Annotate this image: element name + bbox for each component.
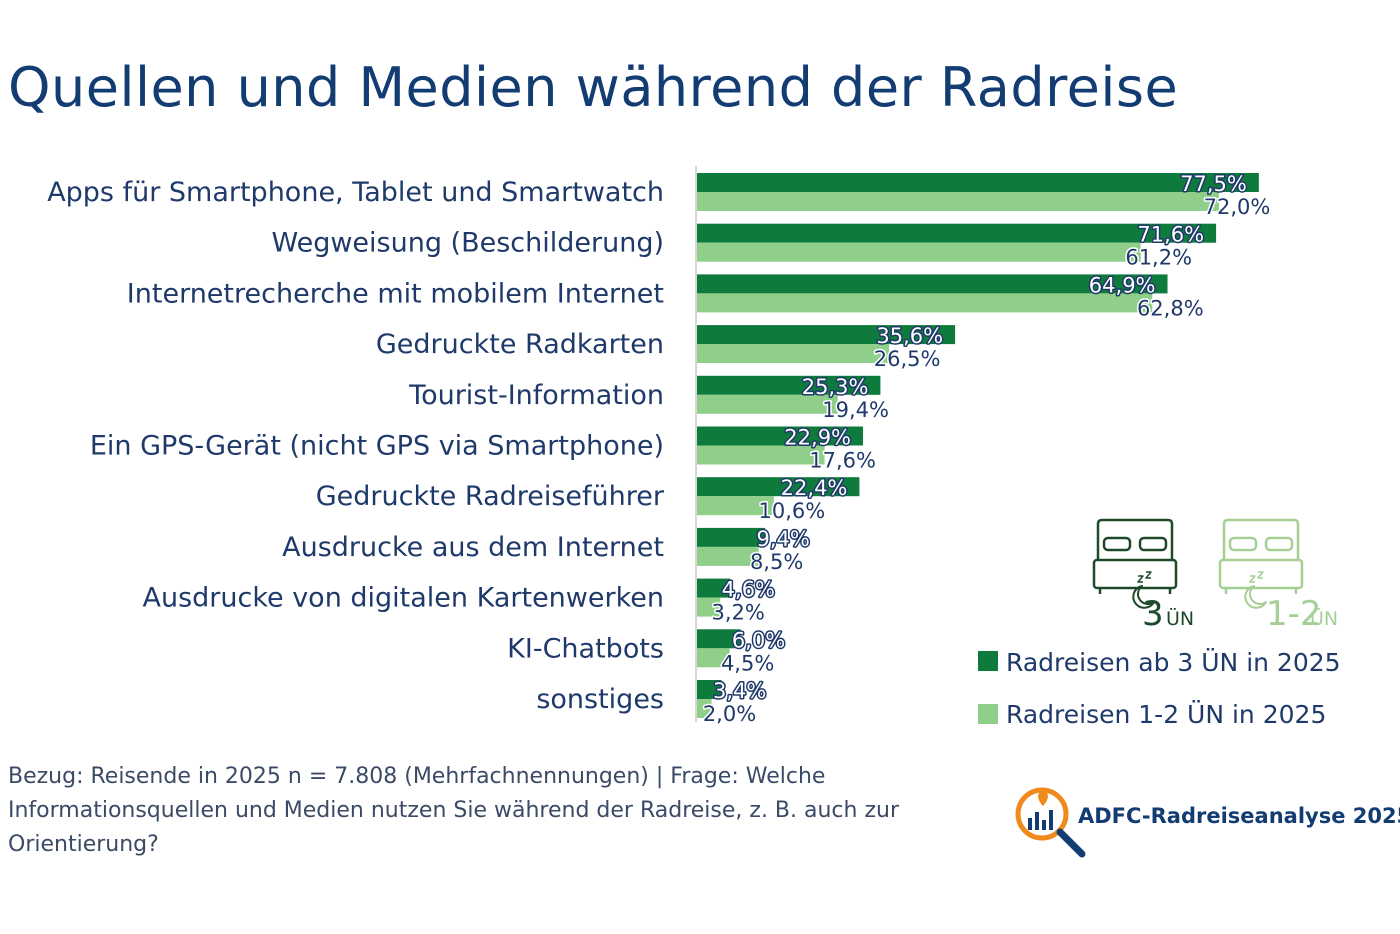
bar-1-2-nights (697, 242, 1141, 262)
data-label: 19,4% (822, 398, 889, 422)
bar-3-nights (697, 426, 864, 446)
category-label: Ein GPS-Gerät (nicht GPS via Smartphone) (90, 431, 664, 462)
bar-3-nights (697, 527, 766, 547)
bar-1-2-nights (697, 597, 721, 617)
data-label: 22,9% (784, 426, 851, 450)
bed-3-nights-icon (1092, 518, 1178, 609)
page-title: Quellen und Medien während der Radreise (8, 56, 1179, 119)
bed-1-2-nights-number: 1-2 (1266, 594, 1322, 634)
bar-3-nights (697, 223, 1217, 243)
bar-3-nights (697, 325, 956, 345)
category-label: Ausdrucke von digitalen Kartenwerken (142, 583, 664, 614)
bar-chart: Apps für Smartphone, Tablet und Smartwat… (47, 166, 1341, 729)
data-label: 72,0% (1204, 195, 1271, 219)
data-label: 25,3% (802, 375, 869, 399)
bar-1-2-nights (697, 648, 730, 668)
bar-1-2-nights (697, 445, 825, 465)
magnifier-chart-icon (1015, 787, 1086, 858)
data-label: 4,5% (721, 651, 774, 675)
category-label: Wegweisung (Beschilderung) (271, 228, 664, 259)
legend-swatch-1-2-nights (978, 704, 998, 724)
data-label: 10,6% (758, 499, 825, 523)
data-label: 35,6% (876, 324, 943, 348)
category-label: sonstiges (536, 684, 664, 715)
data-label: 64,9% (1089, 273, 1156, 297)
data-label: 17,6% (809, 449, 876, 473)
category-label: KI-Chatbots (507, 633, 664, 664)
category-label: Tourist-Information (408, 380, 664, 411)
bar-3-nights (697, 274, 1168, 294)
bar-1-2-nights (697, 546, 759, 566)
bar-1-2-nights (697, 699, 712, 718)
bar-3-nights (697, 578, 731, 598)
data-label: 8,5% (750, 550, 803, 574)
bar-3-nights (697, 680, 722, 699)
bar-3-nights (697, 375, 881, 395)
legend-label-1-2-nights: Radreisen 1-2 ÜN in 2025 (1006, 700, 1326, 729)
data-label: 6,0% (732, 628, 785, 652)
data-label: 77,5% (1180, 172, 1247, 196)
legend-swatch-3-nights (978, 651, 998, 671)
bar-3-nights (697, 477, 860, 497)
bar-group (697, 173, 1259, 718)
bed-3-nights-unit: ÜN (1166, 607, 1194, 630)
bed-3-nights-number: 3 (1142, 594, 1164, 634)
bar-3-nights (697, 629, 741, 649)
data-label: 26,5% (874, 347, 941, 371)
bar-3-nights (697, 173, 1259, 192)
brand-logo: ADFC-Radreiseanalyse 2025 (1008, 780, 1400, 860)
category-label: Gedruckte Radkarten (376, 329, 664, 360)
data-label: 3,2% (712, 601, 765, 625)
bed-1-2-nights-unit: ÜN (1310, 607, 1338, 630)
bar-1-2-nights (697, 394, 838, 414)
value-labels: 77,5%72,0%71,6%61,2% 64,9%62,8% 35,6%26,5%… (701, 171, 1272, 728)
brand-name: ADFC-Radreiseanalyse 2025 (1078, 804, 1400, 828)
bar-1-2-nights (697, 496, 774, 516)
footnote: Bezug: Reisende in 2025 n = 7.808 (Mehrf… (8, 764, 899, 857)
bar-1-2-nights (697, 344, 890, 364)
bed-1-2-nights-icon (1218, 518, 1304, 609)
data-label: 4,6% (722, 578, 775, 602)
data-label: 22,4% (781, 476, 848, 500)
category-label: Apps für Smartphone, Tablet und Smartwat… (47, 177, 664, 208)
bar-1-2-nights (697, 293, 1153, 313)
legend-label-3-nights: Radreisen ab 3 ÜN in 2025 (1006, 648, 1341, 677)
data-label: 9,4% (756, 527, 809, 551)
category-label: Internetrecherche mit mobilem Internet (127, 278, 664, 309)
category-label: Ausdrucke aus dem Internet (282, 532, 664, 563)
data-label: 61,2% (1125, 246, 1192, 270)
data-label: 3,4% (713, 679, 766, 703)
data-label: 62,8% (1137, 296, 1204, 320)
data-label: 71,6% (1137, 223, 1204, 247)
category-label: Gedruckte Radreiseführer (316, 481, 665, 512)
data-label: 2,0% (703, 702, 756, 726)
category-labels: Apps für Smartphone, Tablet und Smartwat… (47, 177, 665, 715)
bar-1-2-nights (697, 192, 1219, 211)
